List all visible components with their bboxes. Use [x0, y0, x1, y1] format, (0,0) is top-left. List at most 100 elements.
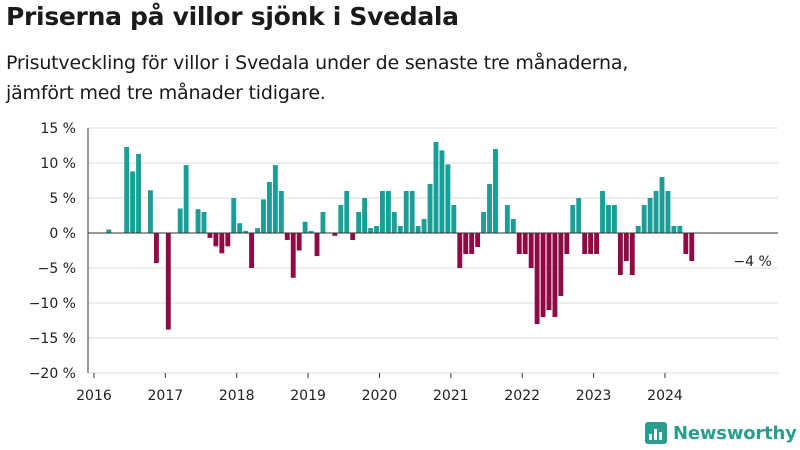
bar-2016-10 — [148, 190, 153, 233]
chart-title: Priserna på villor sjönk i Svedala — [6, 2, 459, 31]
bar-2024-02 — [671, 226, 677, 233]
bar-2022-02 — [528, 233, 534, 268]
bar-2016-11 — [153, 233, 159, 264]
x-tick-label: 2017 — [148, 388, 184, 404]
x-tick-label: 2021 — [433, 388, 469, 404]
bar-2022-10 — [576, 198, 582, 233]
x-tick-label: 2016 — [76, 388, 112, 404]
bar-2017-08 — [207, 233, 213, 238]
bar-2016-07 — [130, 171, 136, 233]
x-tick-label: 2022 — [504, 388, 540, 404]
bar-2021-01 — [451, 205, 457, 233]
bar-2022-05 — [546, 233, 552, 310]
bar-2021-08 — [493, 149, 498, 233]
bar-2019-10 — [362, 198, 368, 233]
bar-2023-01 — [594, 233, 600, 254]
y-tick-label: 0 % — [49, 226, 76, 242]
bar-2024-03 — [677, 226, 683, 233]
bar-2019-06 — [338, 205, 344, 233]
x-axis-ticks: 2016 2017 2018 2019 2020 2021 2022 2023 2024 — [76, 373, 683, 404]
bar-chart-icon — [645, 422, 667, 444]
bar-2021-12 — [516, 233, 522, 254]
bar-2024-05 — [689, 233, 695, 261]
bar-2022-12 — [588, 233, 594, 254]
bar-2023-02 — [600, 191, 605, 233]
bar-2023-11 — [653, 191, 659, 233]
bar-2022-03 — [534, 233, 540, 324]
bar-2020-01 — [380, 191, 385, 233]
bar-2018-08 — [278, 191, 284, 233]
bar-2021-06 — [481, 212, 486, 233]
bar-2016-03 — [106, 229, 112, 233]
x-tick-label: 2019 — [290, 388, 326, 404]
bar-2018-11 — [296, 233, 302, 251]
bar-2023-04 — [611, 205, 617, 233]
x-tick-label: 2020 — [362, 388, 398, 404]
latest-value-label: −4 % — [733, 254, 771, 270]
bar-2021-03 — [463, 233, 469, 254]
bar-2024-04 — [683, 233, 689, 254]
bar-2020-02 — [385, 191, 391, 233]
bar-2019-11 — [368, 228, 373, 233]
bar-2019-09 — [356, 212, 362, 233]
bar-2019-03 — [320, 212, 326, 233]
bar-2020-03 — [391, 212, 397, 233]
bar-2018-12 — [302, 221, 308, 233]
y-tick-label: −5 % — [38, 261, 76, 277]
bar-2023-06 — [623, 233, 629, 261]
bar-2017-09 — [213, 233, 219, 247]
bar-2017-06 — [195, 209, 201, 233]
x-tick-label: 2024 — [647, 388, 683, 404]
bar-2017-07 — [201, 212, 207, 233]
bar-2022-09 — [570, 205, 576, 233]
bar-2020-08 — [421, 219, 427, 233]
bar-2019-05 — [332, 233, 338, 236]
grid-lines — [88, 127, 778, 374]
bar-2023-05 — [617, 233, 623, 275]
bar-2023-03 — [606, 205, 611, 233]
bar-2022-08 — [564, 233, 570, 254]
bar-2021-11 — [510, 219, 516, 233]
y-tick-label: −15 % — [29, 331, 76, 347]
bars — [106, 142, 695, 330]
bar-2021-07 — [487, 184, 492, 233]
bar-2021-10 — [504, 205, 510, 233]
bar-2018-03 — [249, 233, 255, 268]
y-tick-label: 5 % — [49, 191, 76, 207]
bar-2019-02 — [314, 233, 320, 257]
bar-2020-07 — [415, 226, 421, 233]
bar-2023-12 — [659, 177, 665, 233]
bar-2020-09 — [427, 184, 433, 233]
bar-2024-01 — [665, 191, 671, 233]
bar-2018-04 — [255, 228, 260, 233]
axes — [87, 128, 778, 373]
bar-2022-01 — [522, 233, 528, 254]
bar-2022-04 — [540, 233, 546, 317]
bar-2019-12 — [374, 226, 379, 233]
y-tick-label: −10 % — [29, 296, 76, 312]
x-tick-label: 2023 — [576, 388, 612, 404]
bar-2016-08 — [136, 153, 141, 233]
annotations: −4 % — [733, 254, 771, 270]
bar-2020-04 — [397, 226, 403, 233]
bar-2017-10 — [219, 233, 225, 254]
bar-2019-01 — [308, 230, 314, 233]
bar-2020-12 — [445, 164, 451, 233]
bar-2017-11 — [225, 233, 231, 247]
bar-2020-05 — [403, 191, 409, 233]
bar-2021-05 — [475, 233, 481, 247]
bar-2017-01 — [165, 233, 171, 330]
bar-2023-07 — [629, 233, 635, 275]
chart-subtitle: Prisutveckling för villor i Svedala unde… — [6, 48, 786, 108]
bar-2018-07 — [272, 165, 278, 233]
bar-2022-11 — [582, 233, 588, 254]
bar-2018-09 — [284, 233, 290, 240]
y-tick-label: −20 % — [29, 366, 76, 382]
bar-2018-01 — [237, 223, 243, 233]
bar-2023-09 — [641, 205, 647, 233]
x-tick-label: 2018 — [219, 388, 255, 404]
bar-2022-07 — [558, 233, 564, 296]
y-tick-label: 15 % — [40, 121, 76, 137]
bar-2020-06 — [409, 191, 415, 233]
bar-2018-06 — [266, 181, 272, 233]
